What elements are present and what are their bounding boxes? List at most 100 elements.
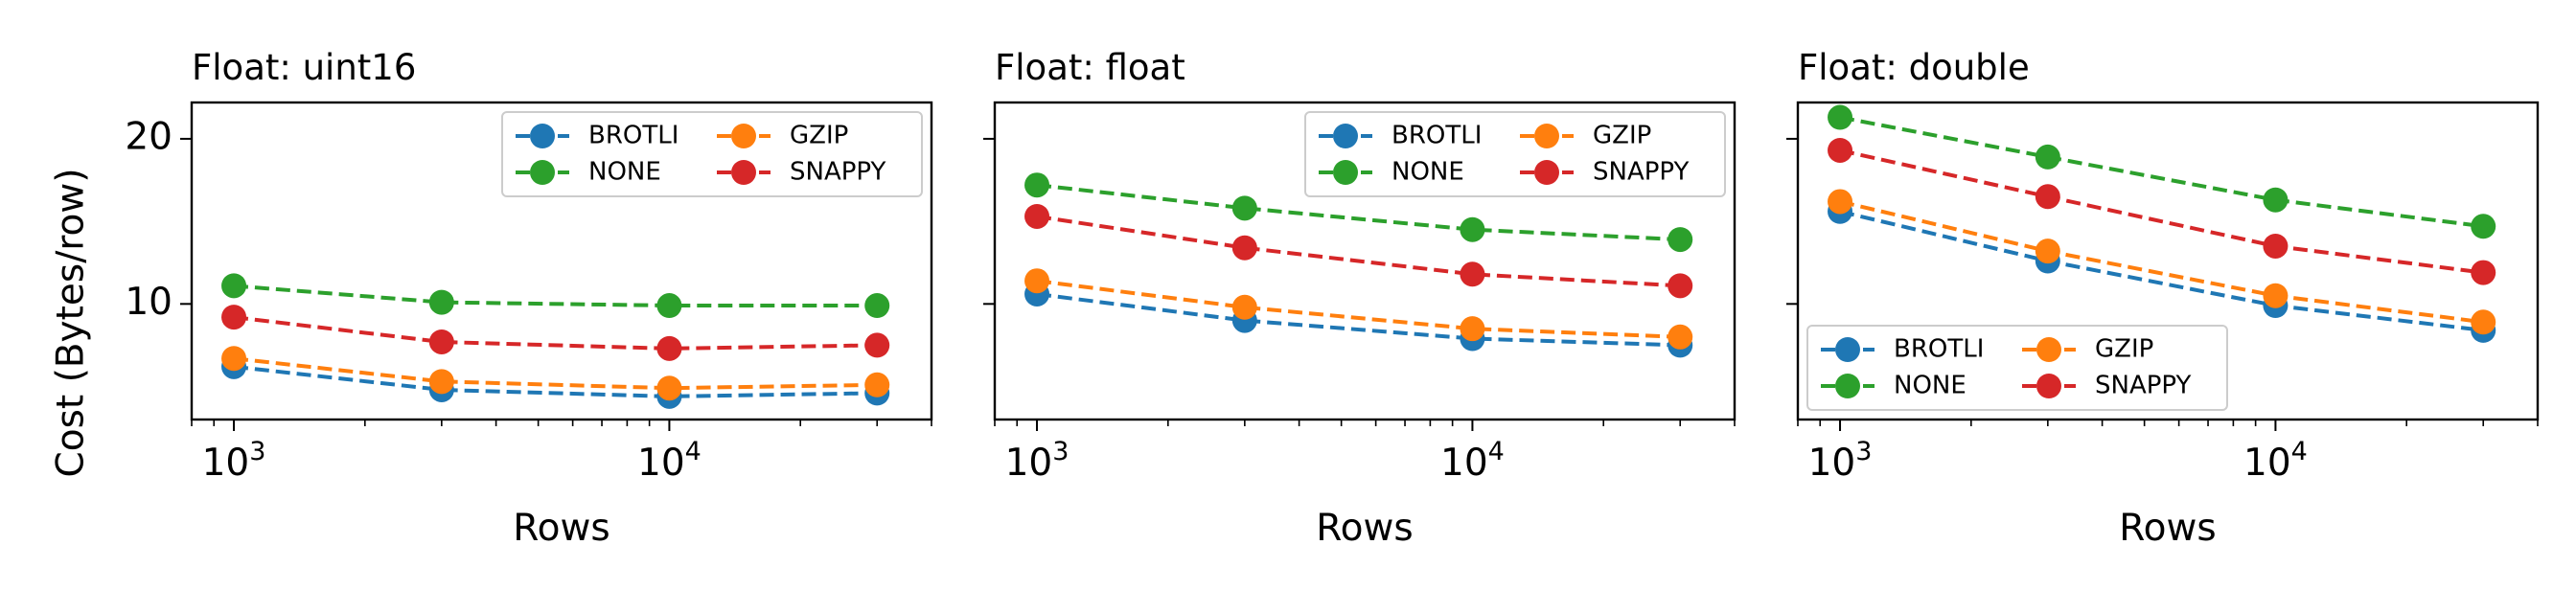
data-point [1024,268,1050,294]
legend-entry-snappy: SNAPPY [2022,372,2192,400]
data-point [1231,195,1257,221]
series-line [1036,215,1681,288]
data-point [2471,260,2496,285]
data-point [1828,189,1853,215]
y-axis-label: Cost (Bytes/row) [50,168,93,477]
series-line [1839,199,2484,325]
data-point [1231,235,1257,261]
data-point [1828,137,1853,163]
data-point [1231,294,1257,320]
data-point [1460,261,1485,287]
series-brotli [221,353,890,409]
series-snappy [1024,203,1693,299]
legend-entry-gzip: GZIP [1520,122,1651,150]
legend-label: SNAPPY [1593,158,1690,187]
data-point [428,289,454,315]
legend-entry-brotli: BROTLI [1319,122,1482,150]
data-point [2035,184,2060,210]
series-line [1036,183,1681,242]
legend-marker [1333,160,1358,185]
data-point [2035,144,2060,170]
panel-title: Float: double [1798,47,2030,88]
data-point [656,293,682,319]
legend-entry-gzip: GZIP [717,122,848,150]
series-gzip [221,346,890,401]
legend-frame [501,111,923,197]
legend: BROTLI GZIP NONE SNAPPY [501,111,923,197]
data-point [221,346,247,372]
legend-label: GZIP [1593,122,1651,150]
legend-entry-snappy: SNAPPY [1520,158,1690,187]
legend-entry-none: NONE [516,158,661,187]
legend-marker [2036,337,2061,362]
data-point [2471,214,2496,239]
series-gzip [1024,268,1693,350]
legend: BROTLI GZIP NONE SNAPPY [1806,325,2228,411]
x-tick-label: 103 [1808,437,1873,485]
legend-label: GZIP [790,122,848,150]
x-tick-label: 103 [202,437,266,485]
data-point [2263,187,2288,213]
legend-entry-snappy: SNAPPY [717,158,886,187]
series-line [1036,292,1681,348]
series-line [1036,279,1681,339]
legend-marker [1835,337,1860,362]
legend-frame [1304,111,1726,197]
legend-entry-gzip: GZIP [2022,335,2153,364]
panel-2: Float: float 103 104 Rows BROTLI GZIP NONE SNAP… [983,47,1736,550]
panel-1: Float: uint16 103 104 Rows 10 20 BROTLI GZIP NON… [125,47,933,550]
panels: Float: uint16 103 104 Rows 10 20 BROTLI GZIP NON… [125,47,2540,550]
data-point [2263,233,2288,259]
data-point [864,332,890,358]
x-tick-label: 104 [2243,437,2308,485]
x-axis-label: Rows [513,507,610,550]
data-point [2035,238,2060,264]
series-line [233,356,878,391]
legend-marker [1534,160,1559,185]
axes-frame [190,101,933,421]
x-tick-label: 104 [637,437,702,485]
data-point [2471,309,2496,335]
legend-entry-brotli: BROTLI [1821,335,1984,364]
series-none [1024,172,1693,253]
data-point [864,293,890,319]
legend-entry-none: NONE [1821,372,1966,400]
series-none [1828,104,2496,239]
legend-label: NONE [1392,158,1464,187]
data-point [1668,273,1693,299]
series-line [233,284,878,307]
legend-label: BROTLI [588,122,678,150]
series-gzip [1828,189,2496,335]
data-point [428,369,454,395]
series-snappy [221,305,890,361]
data-point [221,273,247,299]
data-point [1024,172,1050,198]
legend-label: SNAPPY [2095,372,2192,400]
axes-frame [1796,101,2540,421]
data-point [1460,216,1485,242]
legend: BROTLI GZIP NONE SNAPPY [1304,111,1726,197]
data-point [1828,104,1853,130]
data-point [1668,227,1693,253]
data-point [1024,203,1050,229]
legend-label: GZIP [2095,335,2153,364]
x-tick-label: 103 [1005,437,1070,485]
legend-label: NONE [1894,372,1966,400]
panel-title: Float: uint16 [192,47,416,88]
legend-marker [1835,374,1860,398]
data-point [864,372,890,397]
panel-3: Float: double 103 104 Rows BROTLI GZIP NONE SNA… [1786,47,2540,550]
legend-label: NONE [588,158,661,187]
series-none [221,273,890,319]
x-axis-label: Rows [2119,507,2216,550]
legend-label: BROTLI [1392,122,1482,150]
series-snappy [1828,137,2496,285]
series-line [233,315,878,351]
x-tick-label: 104 [1440,437,1505,485]
legend-marker [1534,124,1559,148]
x-axis-label: Rows [1316,507,1413,550]
data-point [2263,283,2288,308]
legend-marker [530,160,555,185]
data-point [656,375,682,401]
